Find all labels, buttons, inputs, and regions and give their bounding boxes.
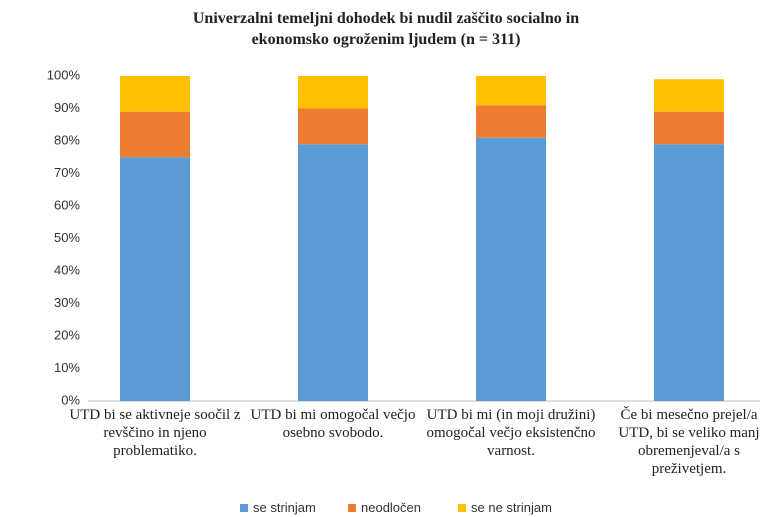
bar-segment [654, 79, 724, 112]
bar-segment [298, 108, 368, 145]
y-tick-label: 20% [54, 327, 80, 342]
x-tick-label: UTD bi mi omogočal večjo osebno svobodo. [250, 407, 416, 441]
bar-segment [120, 76, 190, 112]
bar-segment [476, 105, 546, 138]
legend-label: se strinjam [253, 500, 316, 515]
y-tick-label: 90% [54, 100, 80, 115]
legend-item: se ne strinjam [458, 500, 552, 515]
bar-segment [654, 144, 724, 401]
legend-item: se strinjam [240, 500, 316, 515]
y-tick-label: 70% [54, 165, 80, 180]
legend-label: neodločen [361, 500, 421, 515]
bar-segment [476, 76, 546, 106]
bar-segment [654, 111, 724, 145]
legend-item: neodločen [348, 500, 421, 515]
bar-segment [120, 157, 190, 401]
x-tick-label: UTD bi mi (in moji družini) omogočal več… [426, 407, 596, 459]
legend-swatch [348, 504, 356, 512]
bar-segment [298, 144, 368, 401]
legend-swatch [240, 504, 248, 512]
bar-segment [476, 137, 546, 401]
y-tick-label: 50% [54, 230, 80, 245]
y-tick-label: 0% [61, 392, 80, 407]
bar-segment [120, 111, 190, 158]
legend-swatch [458, 504, 466, 512]
y-tick-label: 40% [54, 262, 80, 277]
y-tick-label: 60% [54, 197, 80, 212]
x-tick-label: Če bi mesečno prejel/a UTD, bi se veliko… [618, 407, 760, 477]
y-tick-label: 10% [54, 360, 80, 375]
y-tick-label: 30% [54, 295, 80, 310]
bar-segment [298, 76, 368, 109]
y-tick-label: 80% [54, 132, 80, 147]
legend-label: se ne strinjam [471, 500, 552, 515]
y-tick-label: 100% [47, 67, 81, 82]
x-tick-label: UTD bi se aktivneje soočil z revščino in… [69, 407, 241, 459]
chart-title: Univerzalni temeljni dohodek bi nudil za… [192, 10, 580, 48]
